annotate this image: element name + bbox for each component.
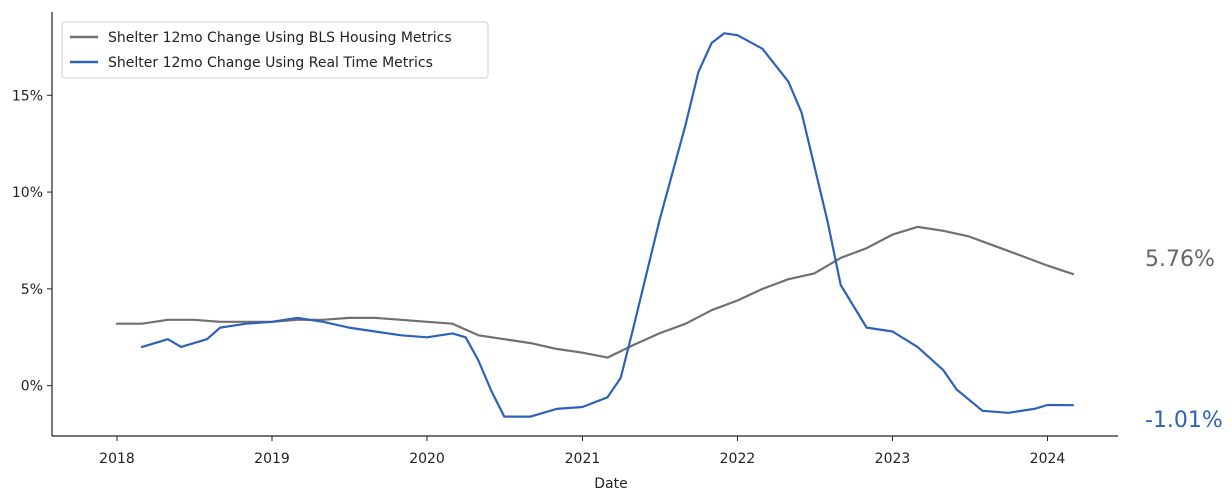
series-line-real-time: [140, 32, 1075, 418]
x-tick-label: 2021: [565, 451, 601, 467]
y-tick-label: 0%: [21, 379, 43, 395]
x-axis-title: Date: [594, 476, 627, 492]
x-tick-label: 2020: [409, 451, 445, 467]
y-tick-label: 15%: [12, 88, 43, 104]
legend-box: [61, 21, 489, 79]
x-tick-label: 2024: [1030, 451, 1066, 467]
series-line-bls-housing: [115, 225, 1075, 359]
x-tick-label: 2019: [254, 451, 290, 467]
legend-entry-label: Shelter 12mo Change Using Real Time Metr…: [108, 55, 433, 71]
x-axis-ticks: 2018 2019 2020 2021 2022 2023 2024: [99, 436, 1065, 467]
y-tick-label: 10%: [12, 185, 43, 201]
series-end-value-label: 5.76%: [1145, 247, 1215, 272]
x-tick-label: 2018: [99, 451, 135, 467]
y-tick-label: 5%: [21, 282, 43, 298]
legend: Shelter 12mo Change Using BLS Housing Me…: [61, 21, 489, 79]
series-layer: [115, 32, 1075, 418]
series-end-value-label: -1.01%: [1145, 408, 1223, 433]
x-tick-label: 2022: [720, 451, 756, 467]
y-axis-ticks: 0% 5% 10% 15%: [12, 88, 52, 395]
x-tick-label: 2023: [875, 451, 911, 467]
legend-entry-label: Shelter 12mo Change Using BLS Housing Me…: [108, 30, 452, 46]
end-labels: 5.76% -1.01%: [1145, 247, 1223, 433]
plot-axes: [51, 12, 1118, 437]
